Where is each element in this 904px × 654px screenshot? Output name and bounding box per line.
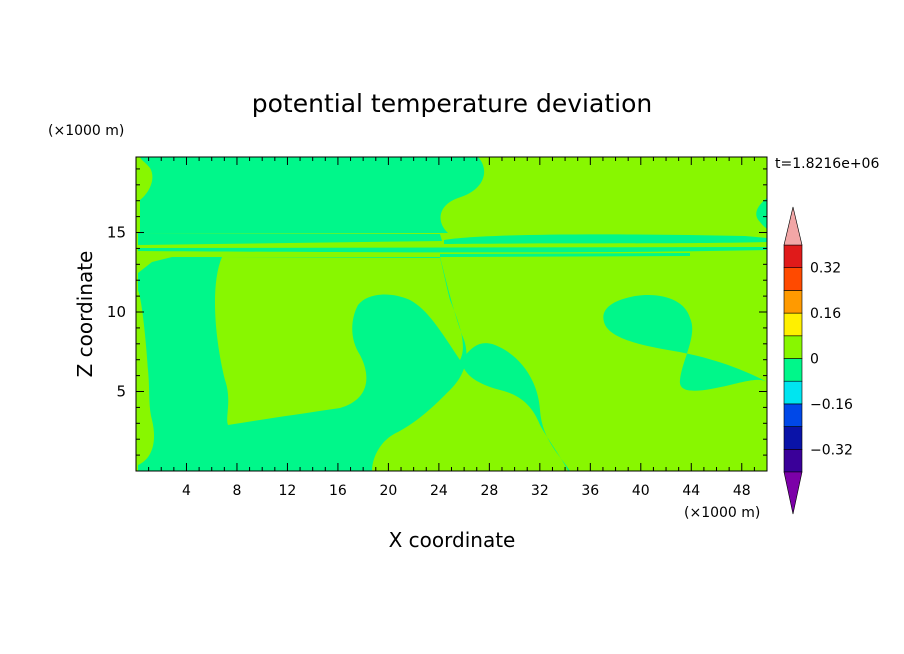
negative-band-13 — [440, 253, 690, 257]
x-tick-label: 4 — [182, 483, 191, 499]
colorbar-over-triangle — [783, 206, 803, 246]
y-axis: 5 10 15 — [107, 168, 767, 456]
colorbar-segment — [783, 267, 803, 291]
colorbar-segment — [783, 290, 803, 314]
x-tick-label: 16 — [329, 483, 347, 499]
colorbar-tick-label: 0 — [810, 352, 819, 368]
colorbar-segment — [783, 358, 803, 382]
y-tick-label: 5 — [116, 383, 126, 401]
time-label: t=1.8216e+06 — [775, 156, 879, 172]
x-tick-label: 40 — [632, 483, 650, 499]
colorbar-segment — [783, 380, 803, 405]
x-tick-label: 8 — [232, 483, 241, 499]
colorbar-tick-label: −0.32 — [810, 442, 853, 458]
negative-band-15 — [138, 233, 442, 245]
negative-field-regions — [138, 157, 767, 471]
colorbar-under-triangle — [783, 471, 803, 515]
colorbar-segment — [783, 312, 803, 337]
colorbar-tick-label: 0.32 — [810, 261, 841, 277]
negative-region-right — [462, 294, 767, 471]
colorbar-tick-label: 0.16 — [810, 306, 841, 322]
negative-region-left — [138, 257, 467, 471]
negative-patch-bottom — [235, 454, 324, 471]
negative-region-upper — [140, 157, 485, 233]
colorbar-segment — [783, 403, 803, 427]
chart-title: potential temperature deviation — [252, 89, 652, 118]
x-tick-label: 28 — [480, 483, 498, 499]
x-axis: 4 8 12 16 20 24 28 32 36 40 44 48 — [148, 157, 755, 499]
y-axis-label: Z coordinate — [73, 251, 97, 378]
x-tick-label: 20 — [379, 483, 397, 499]
colorbar-segment — [783, 448, 803, 473]
y-tick-label: 15 — [107, 224, 126, 242]
negative-band-15-right — [444, 234, 767, 244]
x-tick-label: 48 — [733, 483, 751, 499]
colorbar-segment — [783, 426, 803, 450]
x-axis-label: X coordinate — [389, 528, 516, 552]
y-unit-label: (×1000 m) — [48, 123, 124, 139]
x-tick-label: 12 — [279, 483, 297, 499]
x-tick-label: 32 — [531, 483, 549, 499]
x-tick-label: 24 — [430, 483, 448, 499]
y-tick-label: 10 — [107, 303, 126, 321]
x-tick-label: 36 — [581, 483, 599, 499]
x-tick-label: 44 — [682, 483, 700, 499]
colorbar: 0.32 0.16 0 −0.16 −0.32 — [783, 206, 853, 515]
negative-region-upper-right — [756, 198, 767, 229]
heatmap-area — [136, 157, 767, 471]
colorbar-segment — [783, 335, 803, 359]
x-unit-label: (×1000 m) — [684, 505, 760, 521]
negative-band-14 — [138, 247, 767, 253]
colorbar-segment — [783, 244, 803, 269]
colorbar-tick-label: −0.16 — [810, 397, 853, 413]
